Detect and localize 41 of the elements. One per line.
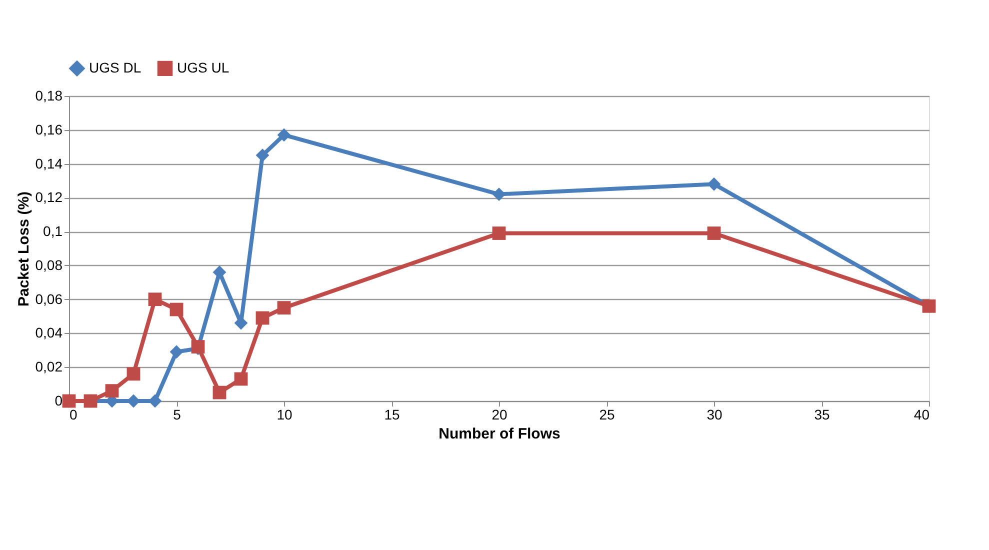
point (492, 188, 506, 201)
point (148, 394, 162, 408)
point (707, 226, 721, 240)
point (492, 226, 506, 240)
y-tick-label: 0,18 (35, 88, 63, 104)
x-tick-label: 35 (814, 406, 830, 422)
point (212, 386, 226, 400)
point (707, 177, 721, 191)
legend-label: UGS DL (89, 59, 142, 76)
point (234, 372, 248, 386)
point (170, 302, 184, 316)
x-tick-label: 30 (706, 406, 722, 422)
y-tick-label: 0 (54, 392, 63, 408)
x-tick-label: 40 (914, 406, 930, 422)
x-tick-label: 10 (276, 406, 292, 422)
y-tick-label: 0,12 (35, 189, 63, 206)
x-tick-label: 0 (70, 406, 78, 422)
point (256, 311, 270, 325)
y-tick-label: 0,16 (35, 121, 63, 138)
point (256, 148, 270, 162)
point (105, 384, 119, 398)
point (126, 367, 140, 381)
y-tick-label: 0,1 (43, 223, 63, 240)
legend-label: UGS UL (177, 59, 230, 76)
point (126, 394, 140, 408)
point (170, 345, 184, 359)
x-tick-label: 5 (173, 406, 182, 422)
y-axis-title: Packet Loss (%) (15, 191, 32, 307)
x-tick-label: 15 (384, 406, 400, 422)
point (212, 266, 226, 279)
x-tick-label: 20 (492, 406, 508, 422)
point (277, 301, 291, 315)
y-tick-label: 0,02 (35, 358, 63, 375)
point (277, 128, 291, 142)
x-axis-title: Number of Flows (438, 426, 560, 442)
point (148, 292, 162, 306)
y-tick-label: 0,04 (35, 324, 63, 341)
y-tick-label: 0,08 (35, 256, 63, 273)
y-tick-label: 0,06 (35, 290, 63, 307)
y-tick-label: 0,14 (35, 155, 63, 172)
x-tick-label: 25 (599, 406, 615, 422)
